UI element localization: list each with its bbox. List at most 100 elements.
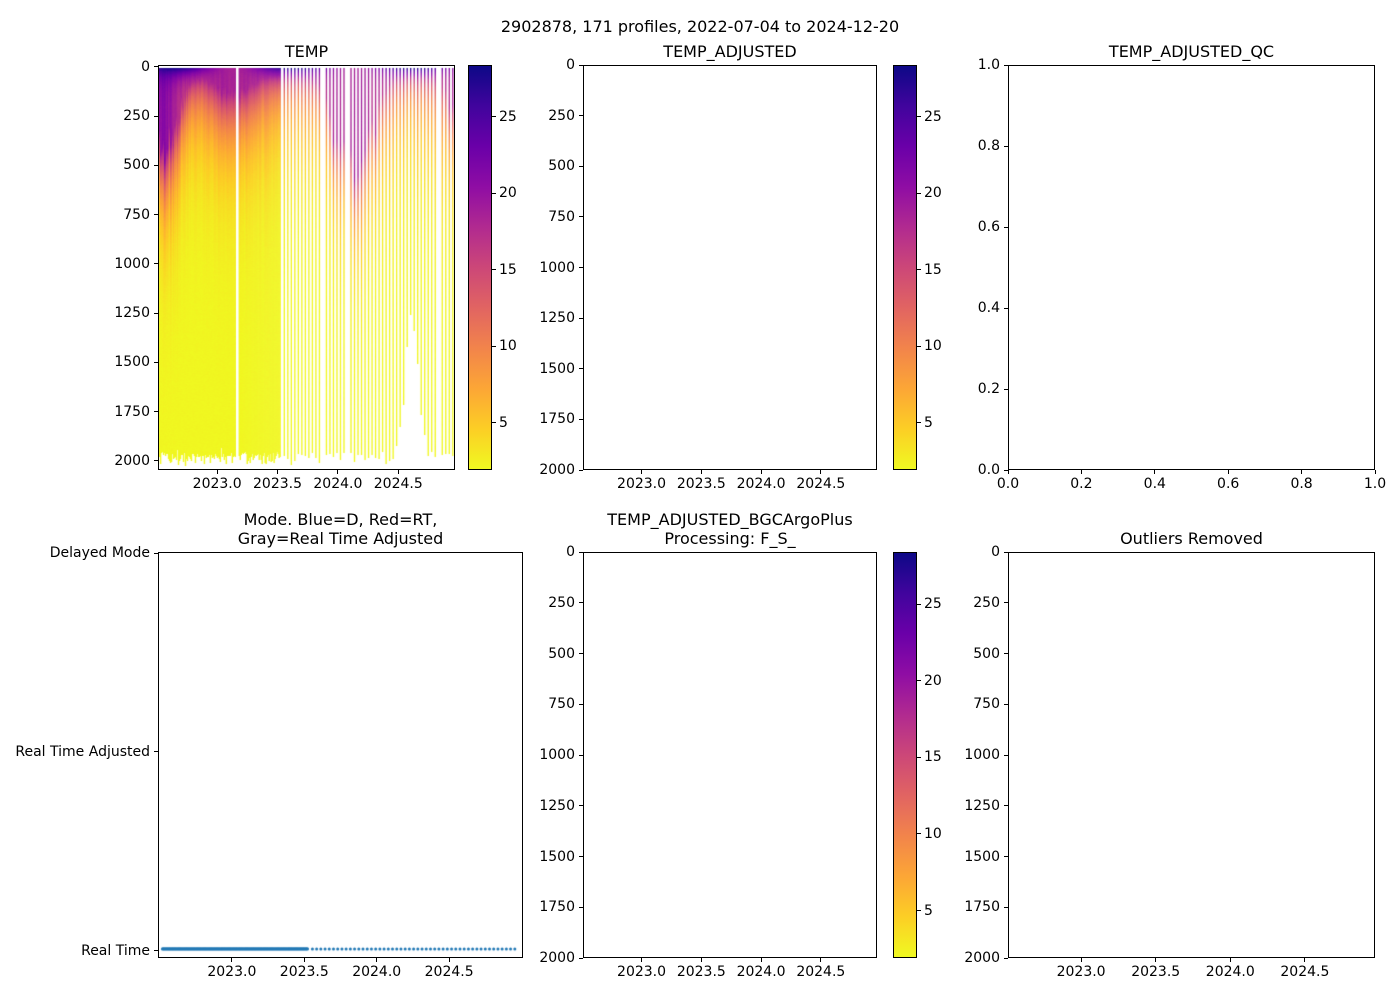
x-tick-label: 0.4 xyxy=(1143,476,1166,492)
y-tick-mark xyxy=(154,411,158,413)
y-tick-mark xyxy=(1004,957,1008,959)
temp-title: TEMP xyxy=(284,42,329,61)
y-tick-mark xyxy=(1004,805,1008,807)
y-tick-mark xyxy=(579,64,583,66)
y-tick-label: 750 xyxy=(548,208,575,225)
colorbar-tick-label: 5 xyxy=(924,902,933,919)
x-tick-mark xyxy=(277,470,279,474)
y-tick-label: 250 xyxy=(548,594,575,611)
colorbar-tick-mark xyxy=(917,756,921,758)
y-tick-mark xyxy=(1004,703,1008,705)
mode-title: Mode. Blue=D, Red=RT, Gray=Real Time Adj… xyxy=(237,510,444,548)
x-tick-label: 2024.0 xyxy=(313,476,363,492)
temp-adjusted-colorbar xyxy=(893,65,917,470)
y-tick-mark xyxy=(579,957,583,959)
y-tick-mark xyxy=(154,460,158,462)
y-tick-label: 1750 xyxy=(114,403,150,420)
y-tick-label: 1.0 xyxy=(977,57,1000,73)
x-tick-label: 2024.5 xyxy=(424,964,474,980)
y-tick-label: 1000 xyxy=(539,259,575,276)
y-tick-label: 1500 xyxy=(539,360,575,377)
colorbar-tick-label: 15 xyxy=(924,261,942,278)
y-tick-mark xyxy=(154,115,158,117)
temp-adjusted-qc-title: TEMP_ADJUSTED_QC xyxy=(1108,42,1275,61)
y-tick-label: 1750 xyxy=(539,899,575,916)
x-tick-mark xyxy=(337,470,339,474)
x-tick-label: 2024.5 xyxy=(796,476,846,492)
colorbar-tick-label: 20 xyxy=(924,672,942,689)
y-tick-mark xyxy=(579,602,583,604)
x-tick-mark xyxy=(820,470,822,474)
y-tick-label: 0.4 xyxy=(977,300,1000,316)
colorbar-tick-mark xyxy=(917,603,921,605)
bgc-processing-title: TEMP_ADJUSTED_BGCArgoPlus Processing: F_… xyxy=(607,510,853,548)
temp-adjusted-plot-area xyxy=(583,65,877,470)
y-tick-mark xyxy=(579,165,583,167)
y-tick-mark xyxy=(579,551,583,553)
y-category-label: Real Time Adjusted xyxy=(15,743,150,760)
y-tick-mark xyxy=(154,751,158,753)
x-tick-mark xyxy=(1301,470,1303,474)
x-tick-mark xyxy=(216,470,218,474)
x-tick-label: 1.0 xyxy=(1363,476,1387,492)
y-tick-mark xyxy=(1004,754,1008,756)
y-tick-label: 250 xyxy=(548,107,575,124)
temp-adjusted-title: TEMP_ADJUSTED xyxy=(663,42,797,61)
colorbar-tick-mark xyxy=(917,345,921,347)
y-tick-mark xyxy=(579,216,583,218)
y-tick-mark xyxy=(579,805,583,807)
y-tick-mark xyxy=(154,263,158,265)
x-tick-mark xyxy=(1304,958,1306,962)
y-tick-label: 2000 xyxy=(114,452,150,469)
x-tick-label: 2023.5 xyxy=(676,964,726,980)
colorbar-tick-label: 25 xyxy=(924,108,942,125)
x-tick-mark xyxy=(448,958,450,962)
y-tick-label: 0.2 xyxy=(977,381,1000,397)
y-tick-label: 0 xyxy=(141,58,150,75)
y-tick-mark xyxy=(579,754,583,756)
y-tick-label: 500 xyxy=(548,645,575,662)
y-tick-label: 750 xyxy=(123,206,150,223)
mode-plot-area xyxy=(158,552,523,958)
temp-plot-area xyxy=(158,65,455,470)
y-tick-mark xyxy=(1004,64,1008,66)
x-tick-label: 2023.0 xyxy=(617,476,667,492)
x-tick-label: 2024.5 xyxy=(796,964,846,980)
colorbar-tick-mark xyxy=(917,269,921,271)
y-tick-label: 1250 xyxy=(539,797,575,814)
x-tick-label: 2024.0 xyxy=(736,476,786,492)
colorbar-tick-mark xyxy=(917,116,921,118)
colorbar-tick-label: 10 xyxy=(499,338,517,355)
colorbar-tick-mark xyxy=(917,680,921,682)
temp-adjusted-qc-plot-area xyxy=(1008,65,1375,470)
colorbar-tick-mark xyxy=(492,422,496,424)
y-tick-label: 0 xyxy=(991,544,1000,560)
x-tick-mark xyxy=(1080,470,1082,474)
x-tick-label: 2023.5 xyxy=(1131,964,1181,980)
temp-colorbar xyxy=(468,65,492,470)
y-tick-label: 500 xyxy=(973,645,1000,662)
colorbar-tick-mark xyxy=(917,192,921,194)
y-tick-mark xyxy=(1004,226,1008,228)
x-tick-label: 2024.0 xyxy=(1205,964,1255,980)
y-tick-mark xyxy=(1004,388,1008,390)
y-tick-mark xyxy=(579,856,583,857)
x-tick-label: 0.0 xyxy=(996,476,1020,492)
x-tick-label: 2023.0 xyxy=(192,476,242,492)
x-tick-mark xyxy=(376,958,378,962)
y-tick-label: 1250 xyxy=(964,797,1000,814)
x-tick-label: 2023.5 xyxy=(253,476,303,492)
x-tick-label: 2024.0 xyxy=(736,964,786,980)
y-tick-mark xyxy=(154,66,158,68)
x-tick-label: 0.6 xyxy=(1217,476,1240,492)
colorbar-tick-label: 25 xyxy=(499,108,517,125)
x-tick-mark xyxy=(641,958,643,962)
colorbar-tick-mark xyxy=(917,833,921,835)
colorbar-tick-label: 20 xyxy=(499,185,517,202)
y-tick-label: 1250 xyxy=(114,305,150,322)
y-category-label: Delayed Mode xyxy=(49,545,150,562)
colorbar-tick-label: 10 xyxy=(924,825,942,842)
x-tick-label: 0.2 xyxy=(1070,476,1093,492)
y-tick-mark xyxy=(579,267,583,268)
